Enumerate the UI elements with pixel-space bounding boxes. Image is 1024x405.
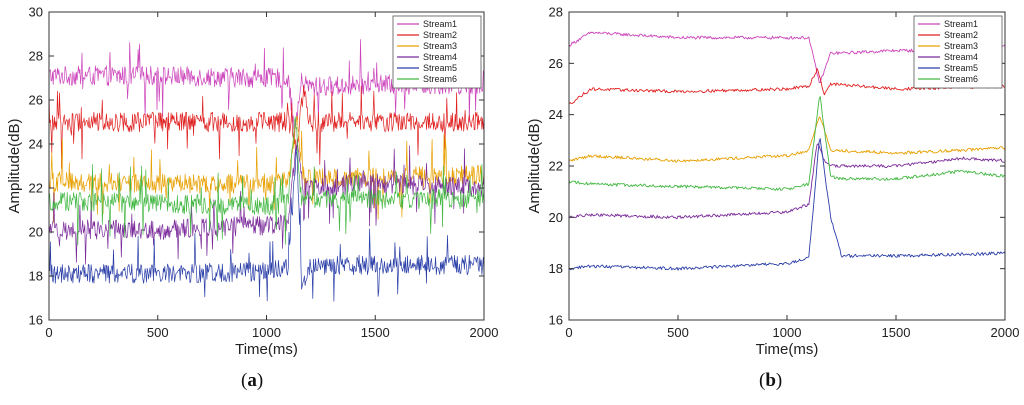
series-line-stream4: [569, 143, 1005, 220]
series-line-stream3: [569, 116, 1005, 163]
chart-panel-b: 0 500 1000 1500 2000 16 18 20 22 24 26 28 Time(ms) Am…: [526, 5, 1019, 359]
y-tick-label: 26: [29, 93, 43, 108]
y-axis-label: Amplitude(dB): [526, 118, 543, 213]
legend: Stream1Stream2Stream3Stream4Stream5Strea…: [392, 15, 482, 89]
y-tick-label: 28: [29, 49, 43, 64]
y-tick-label: 24: [29, 137, 43, 152]
legend-entry: Stream2: [944, 30, 978, 40]
legend-entry: Stream2: [423, 30, 457, 40]
y-tick-label: 16: [29, 313, 43, 328]
legend-entry: Stream4: [944, 52, 978, 62]
y-tick-label: 24: [549, 107, 563, 122]
series-line-stream4: [49, 139, 484, 265]
x-tick-label: 2000: [991, 325, 1020, 340]
legend-entry: Stream3: [944, 41, 978, 51]
series-line-stream5: [49, 149, 484, 302]
figure-canvas: 0 500 1000 1500 2000 16 18 20 22 24 26 28 30 Time(ms)…: [6, 5, 1019, 359]
y-tick-label: 16: [549, 313, 563, 328]
legend-entry: Stream6: [423, 74, 457, 84]
series-line-stream6: [49, 116, 484, 246]
legend-entry: Stream1: [944, 19, 978, 29]
x-axis-label: Time(ms): [235, 341, 298, 358]
series-line-stream6: [569, 96, 1005, 191]
x-tick-label: 1000: [252, 325, 281, 340]
x-tick-label: 1500: [882, 325, 911, 340]
series-line-stream5: [569, 138, 1005, 271]
y-tick-label: 26: [549, 56, 563, 71]
legend-box: [913, 15, 1003, 89]
x-tick-label: 1500: [361, 325, 390, 340]
legend-box: [392, 15, 482, 89]
x-axis-label: Time(ms): [756, 341, 819, 358]
caption-b: (b): [759, 370, 783, 391]
y-tick-label: 20: [549, 210, 563, 225]
x-tick-label: 500: [147, 325, 169, 340]
x-tick-label: 0: [45, 325, 52, 340]
x-tick-label: 1000: [773, 325, 802, 340]
y-tick-label: 20: [29, 225, 43, 240]
legend: Stream1Stream2Stream3Stream4Stream5Strea…: [913, 15, 1003, 89]
y-tick-label: 30: [29, 5, 43, 20]
y-tick-label: 22: [29, 181, 43, 196]
legend-entry: Stream5: [423, 63, 457, 73]
x-tick-label: 500: [667, 325, 689, 340]
legend-entry: Stream1: [423, 19, 457, 29]
legend-entry: Stream5: [944, 63, 978, 73]
chart-panel-a: 0 500 1000 1500 2000 16 18 20 22 24 26 28 30 Time(ms)…: [6, 5, 498, 359]
caption-a: (a): [241, 370, 264, 391]
y-axis-label: Amplitude(dB): [6, 118, 23, 213]
x-tick-label: 0: [565, 325, 572, 340]
legend-entry: Stream4: [423, 52, 457, 62]
y-tick-label: 22: [549, 159, 563, 174]
legend-entry: Stream3: [423, 41, 457, 51]
y-tick-label: 18: [549, 261, 563, 276]
x-tick-label: 2000: [470, 325, 499, 340]
series-line-stream2: [49, 85, 484, 169]
legend-entry: Stream6: [944, 74, 978, 84]
y-tick-label: 28: [549, 5, 563, 20]
y-tick-label: 18: [29, 269, 43, 284]
